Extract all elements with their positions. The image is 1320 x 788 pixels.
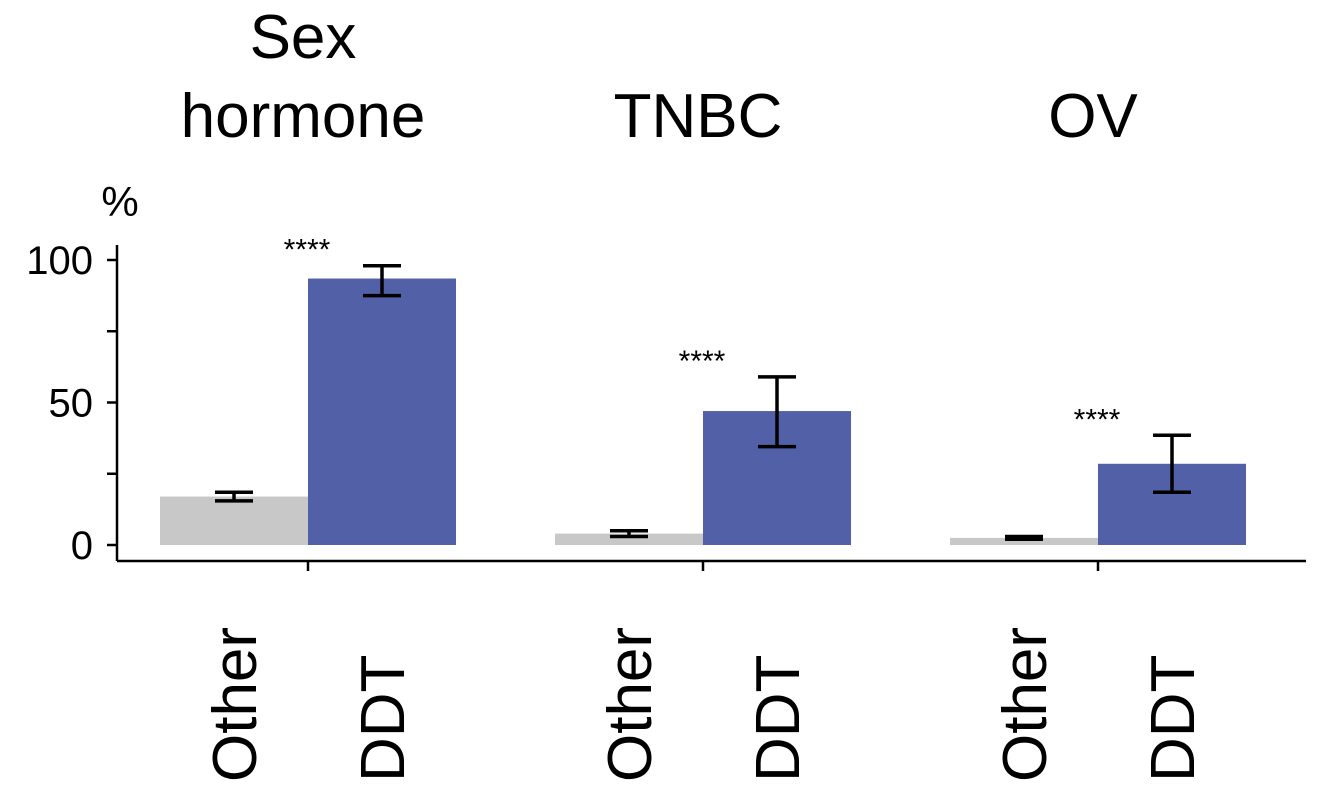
x-tick-label: DDT	[744, 655, 813, 782]
y-tick-label: 0	[71, 524, 93, 568]
group-title: Sex	[250, 3, 357, 72]
group-title: OV	[1048, 82, 1138, 151]
bar-other	[555, 533, 703, 545]
significance-marker: ****	[679, 345, 726, 378]
x-tick-label: Other	[991, 627, 1060, 782]
y-axis-unit: %	[101, 178, 138, 225]
x-tick-label: DDT	[349, 655, 418, 782]
significance-marker: ****	[284, 234, 331, 267]
x-tick-label: DDT	[1139, 655, 1208, 782]
y-tick-label: 50	[49, 382, 94, 426]
bar-ddt	[308, 278, 456, 545]
y-tick-label: 100	[26, 239, 93, 283]
significance-marker: ****	[1074, 403, 1121, 436]
group-title: hormone	[181, 82, 426, 151]
group-title: TNBC	[614, 82, 783, 151]
x-tick-label: Other	[201, 627, 270, 782]
x-tick-label: Other	[596, 627, 665, 782]
bar-other	[950, 537, 1098, 545]
bar-other	[160, 496, 308, 545]
